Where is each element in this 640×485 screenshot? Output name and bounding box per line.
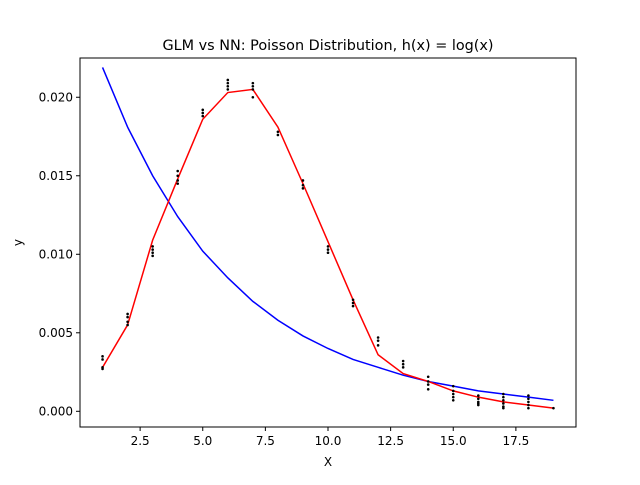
scatter-point <box>101 355 104 358</box>
scatter-point <box>477 394 480 397</box>
scatter-point <box>451 392 455 396</box>
scatter-point <box>351 298 355 302</box>
scatter-point <box>401 359 405 363</box>
scatter-point <box>451 395 455 399</box>
scatter-point <box>451 389 455 393</box>
x-tick-label: 7.5 <box>256 434 275 448</box>
scatter-point <box>527 406 530 410</box>
scatter-point <box>251 88 255 91</box>
scatter-point <box>326 248 330 251</box>
scatter-point <box>126 315 129 319</box>
scatter-point <box>176 182 179 185</box>
y-tick-label: 0.005 <box>39 326 73 340</box>
scatter-point <box>126 320 129 324</box>
scatter-point <box>226 84 230 88</box>
y-axis: 0.000 0.005 0.010 0.015 0.020 <box>39 90 80 418</box>
scatter-point <box>326 251 330 255</box>
scatter-point <box>502 395 505 399</box>
scatter-point <box>326 245 330 248</box>
scatter-point <box>301 183 305 187</box>
y-tick-label: 0.015 <box>39 169 73 183</box>
scatter-point <box>201 111 205 115</box>
scatter-point <box>176 174 179 178</box>
scatter-point <box>376 339 380 342</box>
scatter-point <box>527 400 530 404</box>
scatter-point <box>201 108 205 112</box>
scatter-point <box>401 366 405 369</box>
scatter-point <box>451 399 455 402</box>
y-tick-label: 0.000 <box>39 404 73 418</box>
y-axis-label: y <box>11 239 25 246</box>
series-line-1 <box>101 67 554 402</box>
y-tick-label: 0.020 <box>39 90 73 104</box>
scatter-point <box>301 187 305 190</box>
scatter-point <box>301 179 305 182</box>
scatter-point <box>527 394 530 397</box>
scatter-point <box>527 397 530 401</box>
scatter-point <box>527 403 530 407</box>
scatter-point <box>126 323 129 327</box>
plot-area <box>101 67 555 410</box>
scatter-point <box>201 114 205 118</box>
series-line-2 <box>101 88 554 409</box>
scatter-point <box>176 169 179 173</box>
scatter-point <box>226 81 230 85</box>
scatter-point <box>151 251 154 255</box>
scatter-point <box>451 384 455 388</box>
scatter-point <box>502 402 505 405</box>
scatter-point <box>376 336 380 339</box>
scatter-point <box>376 344 380 347</box>
scatter-point <box>351 304 355 308</box>
x-tick-label: 17.5 <box>503 434 530 448</box>
chart-title: GLM vs NN: Poisson Distribution, h(x) = … <box>162 38 493 54</box>
x-tick-label: 12.5 <box>377 434 404 448</box>
scatter-point <box>151 248 154 251</box>
scatter-point <box>176 179 179 182</box>
scatter-point <box>351 301 355 305</box>
x-tick-label: 5.0 <box>193 434 212 448</box>
x-tick-label: 15.0 <box>440 434 467 448</box>
scatter-point <box>101 367 104 371</box>
x-axis-label: X <box>324 455 332 469</box>
scatter-point <box>426 380 430 383</box>
scatter-point <box>151 254 154 258</box>
x-tick-label: 10.0 <box>315 434 342 448</box>
scatter-point <box>477 403 480 407</box>
y-tick-label: 0.010 <box>39 247 73 261</box>
scatter-point <box>276 133 280 137</box>
scatter-point <box>251 95 255 99</box>
scatter-point <box>426 388 430 391</box>
x-tick-label: 2.5 <box>131 434 150 448</box>
scatter-point <box>151 245 154 248</box>
scatter-point <box>502 399 505 402</box>
scatter-point <box>251 81 255 85</box>
scatter-point <box>552 406 555 410</box>
scatter-point <box>401 362 405 366</box>
scatter-point <box>502 406 505 410</box>
scatter-point <box>101 358 104 361</box>
x-axis: 2.5 5.0 7.5 10.0 12.5 15.0 17.5 <box>131 427 530 448</box>
scatter-point <box>251 84 255 88</box>
scatter-point <box>477 397 480 401</box>
scatter-point <box>426 383 430 386</box>
scatter-point <box>276 130 280 134</box>
scatter-point <box>226 78 230 82</box>
scatter-point <box>426 375 430 379</box>
scatter-point <box>226 88 230 91</box>
scatter-point <box>502 392 505 396</box>
scatter-point <box>126 312 129 316</box>
